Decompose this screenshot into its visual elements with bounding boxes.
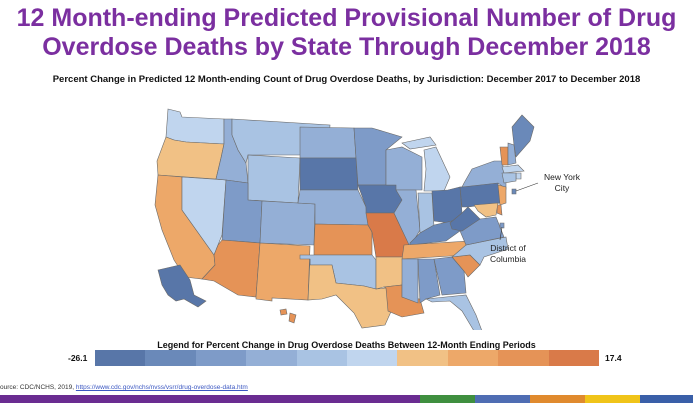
footer-stripe — [0, 395, 140, 403]
state-DE — [496, 204, 503, 216]
state-MS — [401, 258, 419, 304]
footer-stripe — [640, 395, 693, 403]
footer-stripe — [585, 395, 640, 403]
state-MA — [501, 164, 525, 174]
footer-stripe — [420, 395, 475, 403]
state-HI — [279, 308, 297, 324]
dc-annotation: District of Columbia — [490, 243, 526, 264]
state-RI — [515, 172, 522, 180]
state-KS — [313, 223, 373, 256]
state-CO — [259, 200, 316, 246]
state-DC — [499, 222, 505, 229]
state-NM — [255, 242, 311, 302]
state-AR — [375, 256, 405, 290]
state-FL — [424, 294, 482, 330]
footer-stripe — [530, 395, 585, 403]
state-ND — [299, 126, 357, 159]
state-MD — [473, 202, 499, 218]
state-SD — [299, 157, 359, 191]
state-NC — [451, 236, 509, 266]
source-prefix: ource: CDC/NCHS, 2019, — [0, 384, 76, 391]
state-NH — [507, 142, 517, 166]
dc-leader-line — [499, 226, 503, 241]
legend-title: Legend for Percent Change in Drug Overdo… — [157, 340, 536, 350]
state-GA — [433, 256, 467, 296]
state-IL — [393, 189, 421, 248]
nyc-annotation: New York City — [544, 172, 580, 193]
state-NJ — [497, 184, 507, 206]
state-OR — [156, 136, 225, 180]
source-note: ource: CDC/NCHS, 2019, https://www.cdc.g… — [0, 384, 248, 391]
page-title: 12 Month-ending Predicted Provisional Nu… — [0, 4, 693, 62]
legend-swatch — [145, 350, 196, 366]
state-NYC — [511, 188, 517, 195]
legend-swatch — [397, 350, 448, 366]
state-AK — [157, 264, 207, 308]
legend-swatch — [195, 350, 247, 366]
state-WV — [449, 206, 481, 232]
state-ME — [511, 114, 535, 158]
state-WI — [385, 146, 423, 191]
legend-swatch — [447, 350, 499, 366]
footer-stripe — [140, 395, 280, 403]
title-line-1: 12 Month-ending Predicted Provisional Nu… — [16, 4, 677, 32]
legend-swatch — [498, 350, 549, 366]
state-AL — [417, 258, 441, 304]
legend-swatch — [548, 350, 600, 366]
legend-color-bar — [95, 350, 600, 366]
title-line-2: Overdose Deaths by State Through Decembe… — [42, 33, 651, 61]
legend-swatch — [246, 350, 297, 366]
source-link[interactable]: https://www.cdc.gov/nchs/nvss/vsrr/drug-… — [75, 384, 248, 391]
map-subtitle: Percent Change in Predicted 12 Month-end… — [52, 74, 641, 85]
legend-min-label: -26.1 — [68, 353, 88, 363]
footer-stripe — [475, 395, 530, 403]
us-choropleth-map — [154, 108, 539, 330]
state-WY — [247, 154, 301, 204]
state-WA — [165, 108, 225, 145]
nyc-leader-line — [515, 182, 539, 192]
legend-swatch — [347, 350, 398, 366]
footer-color-band — [0, 395, 693, 403]
legend-swatch — [95, 350, 146, 366]
legend-max-label: 17.4 — [605, 353, 622, 363]
state-CT — [501, 172, 517, 184]
state-NY — [461, 160, 507, 190]
legend-swatch — [296, 350, 348, 366]
footer-stripe — [280, 395, 420, 403]
